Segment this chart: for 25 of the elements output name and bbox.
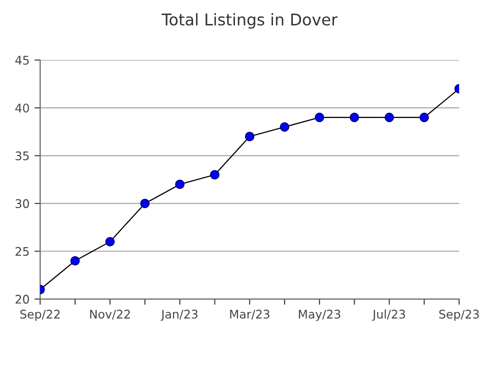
- point: [419, 112, 429, 122]
- point: [175, 180, 185, 190]
- x-tick-label: Jul/23: [372, 309, 405, 321]
- point: [105, 236, 115, 246]
- y-tick-label: 45: [15, 56, 29, 65]
- x-tick-label: Jan/23: [160, 310, 198, 321]
- point: [314, 112, 324, 122]
- y-tick-label: 35: [16, 151, 29, 160]
- point: [244, 132, 254, 142]
- x-tick-label: Sep/23: [439, 310, 479, 321]
- y-tick-label: 30: [16, 199, 29, 208]
- chart-title: Total Listings in Dover: [162, 13, 338, 29]
- y-tick-label: 25: [16, 246, 29, 256]
- point: [70, 256, 80, 266]
- x-tick-label: Sep/22: [20, 310, 60, 321]
- y-tick-label: 40: [15, 104, 29, 112]
- point: [350, 112, 360, 122]
- point: [384, 112, 394, 122]
- x-tick-label: May/23: [298, 310, 340, 321]
- point: [210, 170, 220, 180]
- x-tick-label: Nov/22: [90, 310, 130, 320]
- point: [280, 122, 290, 132]
- y-tick-label: 20: [16, 294, 29, 304]
- point: [140, 198, 150, 208]
- x-tick-label: Mar/23: [230, 310, 270, 320]
